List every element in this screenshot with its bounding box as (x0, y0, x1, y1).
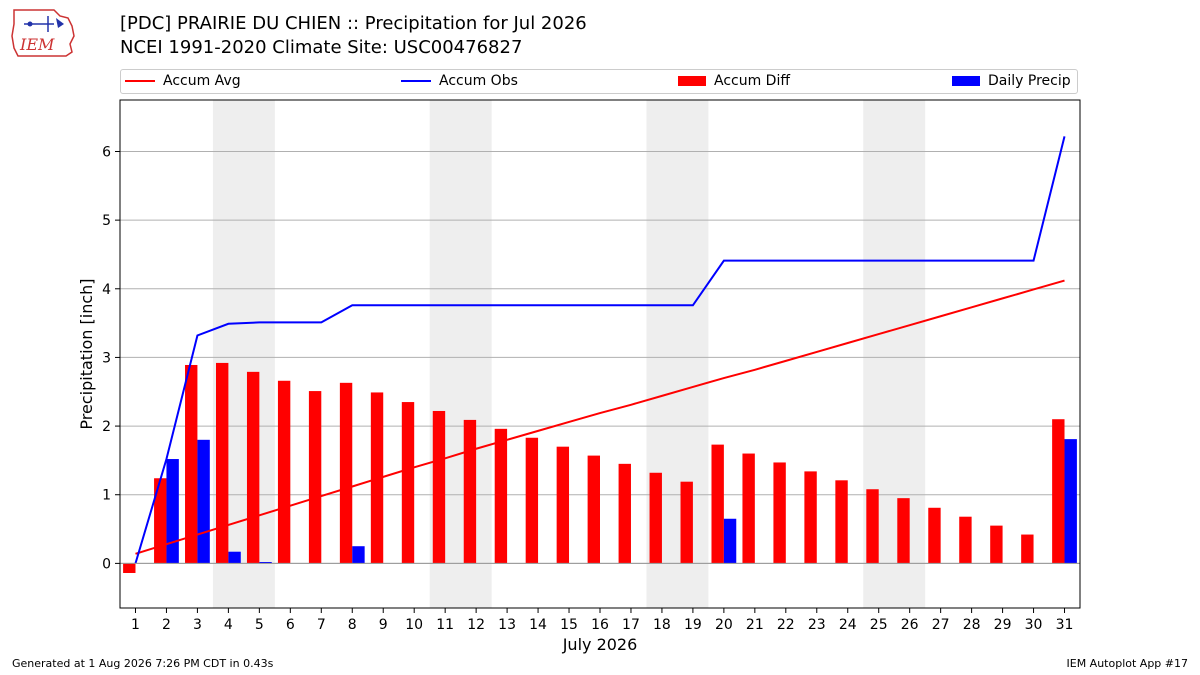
xtick-label-24: 24 (839, 617, 857, 633)
xtick-label-3: 3 (193, 617, 202, 633)
xtick-label-27: 27 (932, 617, 950, 633)
legend-swatch-accum-avg (125, 80, 155, 82)
bar-accum-diff-17 (618, 463, 631, 564)
bar-accum-diff-3 (185, 364, 198, 564)
bar-daily-precip-20 (723, 518, 737, 564)
bar-accum-diff-25 (866, 489, 879, 564)
xtick-label-11: 11 (436, 617, 454, 633)
legend-label-accum-diff: Accum Diff (714, 73, 791, 89)
bar-accum-diff-7 (308, 391, 322, 564)
xtick-label-5: 5 (255, 617, 264, 633)
legend-label-accum-avg: Accum Avg (163, 73, 241, 89)
bar-accum-diff-30 (1021, 534, 1034, 564)
bar-accum-diff-20 (711, 444, 724, 564)
bar-accum-diff-21 (742, 453, 755, 564)
chart-title: [PDC] PRAIRIE DU CHIEN :: Precipitation … (120, 13, 587, 34)
bar-accum-diff-2 (154, 478, 167, 564)
line-accum-obs (134, 136, 1066, 564)
bar-daily-precip-5 (259, 562, 272, 564)
legend-label-accum-obs: Accum Obs (439, 73, 518, 89)
bar-accum-diff-10 (401, 402, 415, 564)
bar-daily-precip-31 (1064, 439, 1077, 564)
xtick-label-17: 17 (622, 617, 640, 633)
bar-accum-diff-1 (123, 563, 136, 573)
line-accum-avg (135, 279, 1065, 555)
xtick-label-19: 19 (684, 617, 702, 633)
bar-accum-diff-23 (804, 471, 817, 564)
y-axis-label: Precipitation [inch] (77, 278, 96, 429)
ytick-label-0: 0 (102, 556, 111, 572)
ytick-label-1: 1 (102, 488, 111, 504)
legend-swatch-daily-precip (952, 76, 980, 86)
bar-accum-diff-22 (773, 462, 786, 564)
ytick-label-3: 3 (102, 350, 111, 366)
xtick-label-2: 2 (162, 617, 171, 633)
ytick-label-6: 6 (102, 144, 111, 160)
ytick-label-2: 2 (102, 419, 111, 435)
legend-swatch-accum-obs (401, 80, 431, 82)
logo-text: IEM (19, 35, 55, 54)
bar-accum-diff-19 (680, 481, 693, 564)
xtick-label-13: 13 (498, 617, 516, 633)
bar-accum-diff-8 (339, 382, 353, 564)
legend-item-daily-precip: Daily Precip (952, 73, 1071, 89)
xtick-label-12: 12 (467, 617, 485, 633)
xtick-label-9: 9 (379, 617, 388, 633)
xtick-label-4: 4 (224, 617, 233, 633)
bar-accum-diff-26 (897, 498, 910, 564)
bar-daily-precip-8 (352, 546, 365, 564)
x-axis-label: July 2026 (562, 635, 638, 654)
bar-daily-precip-2 (166, 459, 179, 564)
xtick-label-15: 15 (560, 617, 578, 633)
xtick-label-10: 10 (405, 617, 423, 633)
legend-item-accum-avg: Accum Avg (125, 73, 241, 89)
bar-accum-diff-28 (959, 516, 972, 564)
bar-accum-diff-12 (463, 419, 477, 564)
xtick-label-25: 25 (870, 617, 888, 633)
xtick-label-14: 14 (529, 617, 547, 633)
xtick-label-22: 22 (777, 617, 795, 633)
legend-item-accum-obs: Accum Obs (401, 73, 518, 89)
generated-note: Generated at 1 Aug 2026 7:26 PM CDT in 0… (12, 657, 274, 670)
xtick-label-6: 6 (286, 617, 295, 633)
bar-accum-diff-4 (216, 362, 229, 564)
xtick-label-18: 18 (653, 617, 671, 633)
bar-accum-diff-16 (587, 455, 600, 564)
xtick-label-21: 21 (746, 617, 764, 633)
bar-accum-diff-18 (649, 472, 662, 564)
legend-swatch-accum-diff (678, 76, 706, 86)
xtick-label-30: 30 (1025, 617, 1043, 633)
bar-daily-precip-4 (228, 551, 241, 564)
legend: Accum Avg Accum Obs Accum Diff Daily Pre… (120, 69, 1078, 94)
xtick-label-23: 23 (808, 617, 826, 633)
ytick-label-4: 4 (102, 282, 111, 298)
bar-daily-precip-3 (197, 439, 210, 564)
xtick-label-16: 16 (591, 617, 609, 633)
chart-subtitle: NCEI 1991-2020 Climate Site: USC00476827 (120, 37, 523, 58)
legend-label-daily-precip: Daily Precip (988, 73, 1071, 89)
bar-accum-diff-11 (432, 410, 446, 564)
legend-item-accum-diff: Accum Diff (678, 73, 790, 89)
xtick-label-1: 1 (131, 617, 140, 633)
bar-accum-diff-27 (928, 507, 941, 564)
bar-accum-diff-24 (835, 480, 848, 564)
xtick-label-29: 29 (994, 617, 1012, 633)
bar-accum-diff-15 (556, 446, 570, 564)
bar-accum-diff-5 (246, 371, 260, 564)
bar-accum-diff-14 (525, 437, 539, 564)
xtick-label-31: 31 (1056, 617, 1074, 633)
xtick-label-28: 28 (963, 617, 981, 633)
bar-accum-diff-13 (494, 428, 508, 564)
bar-accum-diff-31 (1052, 419, 1065, 564)
ytick-label-5: 5 (102, 213, 111, 229)
xtick-label-20: 20 (715, 617, 733, 633)
app-note: IEM Autoplot App #17 (1066, 657, 1189, 670)
xtick-label-8: 8 (348, 617, 357, 633)
iem-logo: IEM (11, 9, 75, 57)
bar-accum-diff-6 (277, 380, 291, 564)
bar-accum-diff-29 (990, 525, 1003, 564)
xtick-label-26: 26 (901, 617, 919, 633)
xtick-label-7: 7 (317, 617, 326, 633)
